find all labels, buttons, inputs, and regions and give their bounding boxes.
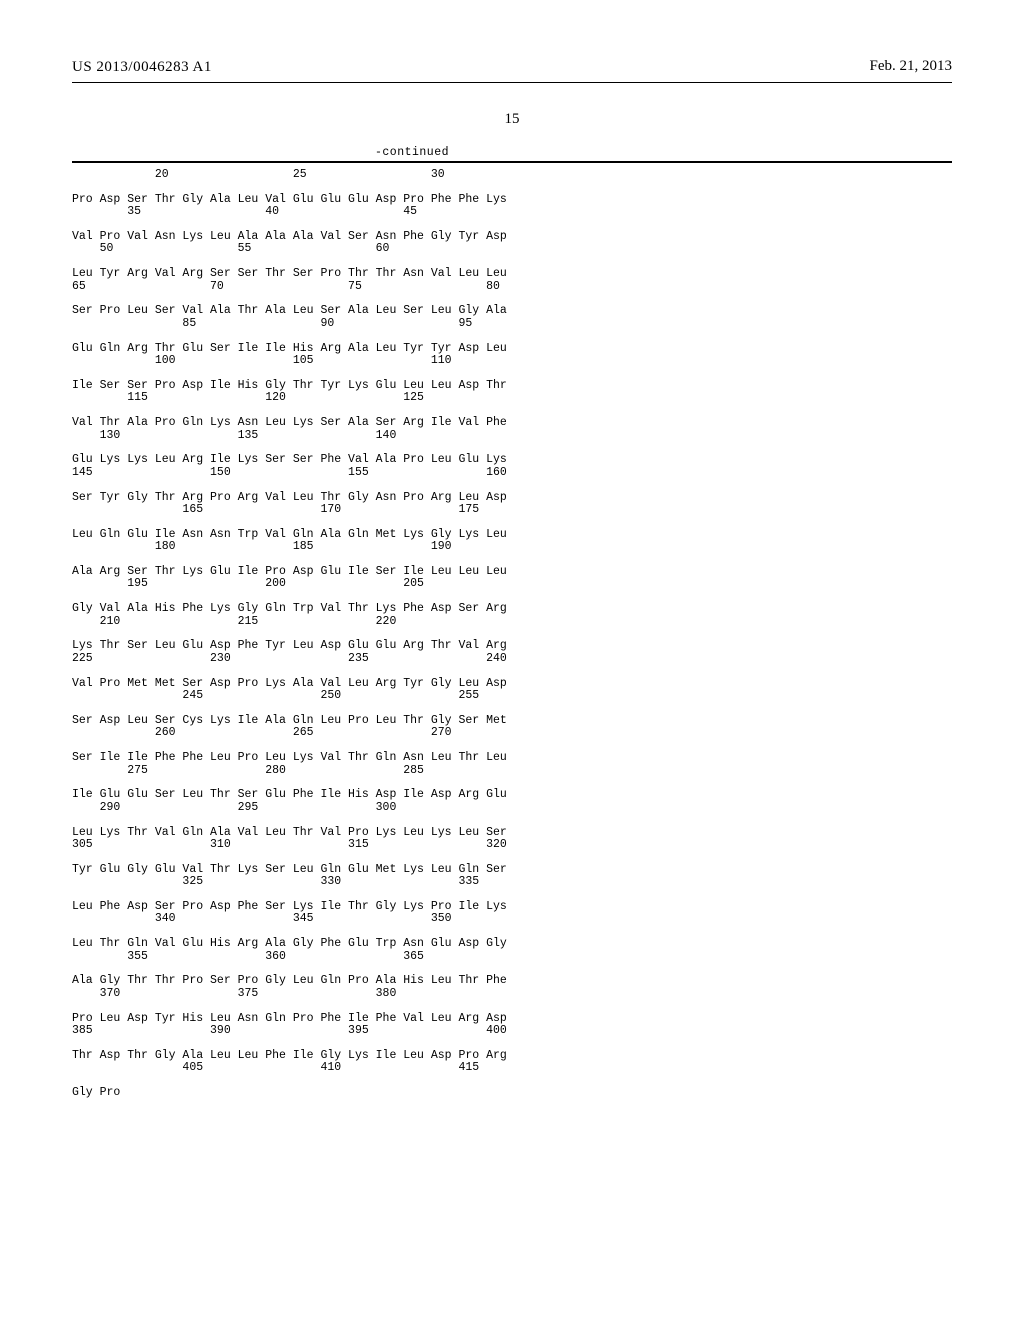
table-top-rule <box>72 161 952 163</box>
header-rule <box>72 82 952 83</box>
page-number: 15 <box>0 111 1024 128</box>
patent-number: US 2013/0046283 A1 <box>72 59 212 75</box>
sequence-listing: 20 25 30 Pro Asp Ser Thr Gly Ala Leu Val… <box>72 169 952 1099</box>
publication-date: Feb. 21, 2013 <box>870 58 953 75</box>
page-header: US 2013/0046283 A1 Feb. 21, 2013 <box>0 0 1024 83</box>
continued-label: -continued <box>0 146 1024 159</box>
